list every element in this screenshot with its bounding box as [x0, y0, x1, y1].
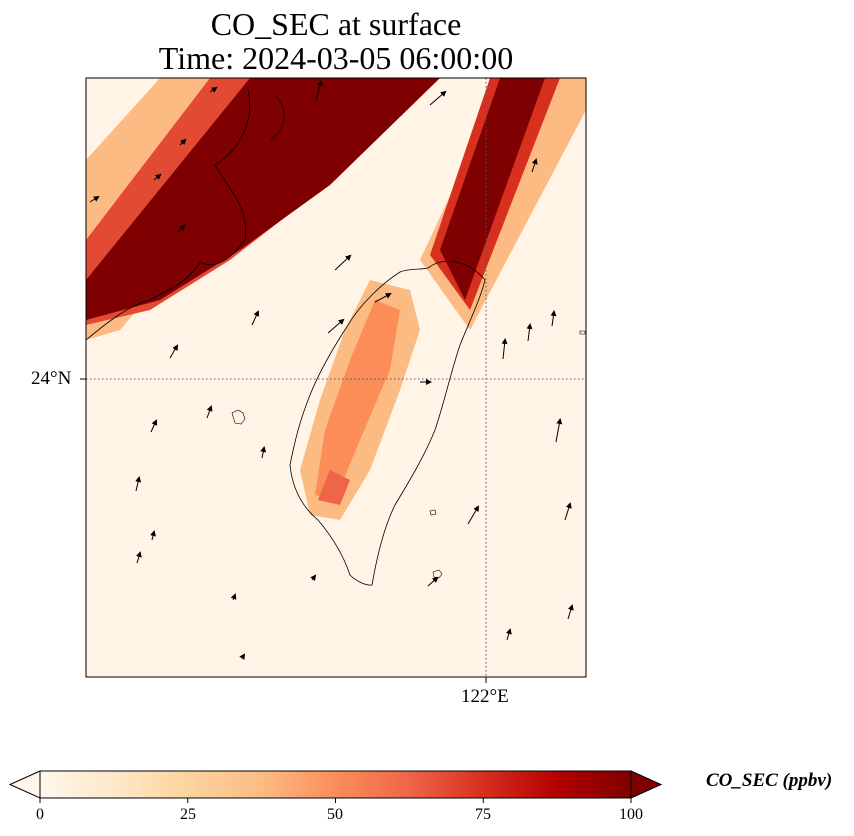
colorbar	[8, 770, 663, 803]
colorbar-tick-75: 75	[475, 806, 491, 823]
colorbar-tick-25: 25	[180, 806, 196, 823]
colorbar-extend-min	[8, 770, 41, 799]
map-frame	[85, 77, 587, 678]
colorbar-tick-0: 0	[36, 806, 44, 823]
green-island	[432, 569, 443, 579]
taiwan-coastline	[289, 260, 486, 586]
penghu-islands	[231, 409, 246, 425]
colorbar-extend-max	[630, 770, 663, 799]
map-title-line2: Time: 2024-03-05 06:00:00	[158, 40, 514, 76]
colorbar-gradient	[39, 770, 632, 799]
lon-tick-label: 122°E	[461, 686, 509, 707]
colorbar-tick-100: 100	[619, 806, 643, 823]
colorbar-tick-50: 50	[327, 806, 343, 823]
lat-tick-label: 24°N	[31, 368, 72, 389]
china-coastline	[85, 89, 251, 341]
concentration-field	[86, 78, 586, 677]
map-title-line1: CO_SEC at surface	[210, 6, 462, 42]
wind-vectors	[89, 80, 574, 660]
colorbar-label: CO_SEC (ppbv)	[706, 770, 833, 791]
